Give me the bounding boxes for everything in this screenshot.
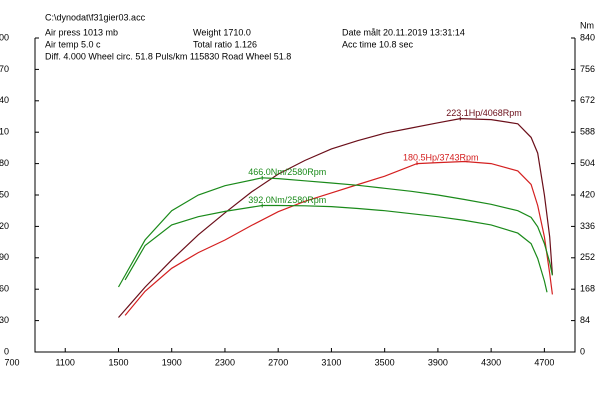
- series-line: [118, 117, 553, 318]
- y2-tick-label: 168: [580, 284, 595, 294]
- series-line: [117, 177, 553, 288]
- y2-tick-label: 588: [580, 127, 595, 137]
- total-ratio: Total ratio 1.126: [193, 39, 257, 49]
- y2-tick-label: 0: [580, 346, 585, 356]
- x-tick-label: 2300: [215, 357, 235, 367]
- x-tick-label: 3100: [321, 357, 341, 367]
- annotation: 466.0Nm/2580Rpm: [248, 167, 326, 177]
- y2-tick-label: 756: [580, 64, 595, 74]
- x-tick-label: 4300: [481, 357, 501, 367]
- x-tick-label: 1500: [108, 357, 128, 367]
- y-tick-label: 150: [0, 189, 9, 199]
- annotation: 180.5Hp/3743Rpm: [403, 152, 479, 162]
- y-tick-label: 210: [0, 127, 9, 137]
- y2-tick-label: 420: [580, 189, 595, 199]
- diff-info: Diff. 4.000 Wheel circ. 51.8 Puls/km 115…: [45, 51, 291, 61]
- acc-time: Acc time 10.8 sec: [342, 39, 414, 49]
- x-tick-label: 700: [4, 357, 19, 367]
- y2-tick-label: 504: [580, 158, 595, 168]
- y-tick-label: 120: [0, 221, 9, 231]
- x-tick-label: 3900: [428, 357, 448, 367]
- y2-tick-label: 84: [580, 315, 590, 325]
- x-tick-label: 3500: [375, 357, 395, 367]
- y2-tick-label: 672: [580, 95, 595, 105]
- x-tick-label: 4700: [534, 357, 554, 367]
- series-line: [124, 204, 548, 293]
- x-tick-label: 2700: [268, 357, 288, 367]
- date: Date målt 20.11.2019 13:31:14: [342, 27, 465, 37]
- y2-axis-label: Nm: [580, 20, 594, 30]
- air-press: Air press 1013 mb: [45, 27, 118, 37]
- x-tick-label: 1100: [56, 357, 75, 367]
- file-name: C:\dynodat\f31gier03.acc: [45, 12, 146, 22]
- y2-tick-label: 840: [580, 32, 595, 42]
- y-tick-label: 90: [0, 252, 9, 262]
- y-tick-label: 180: [0, 158, 9, 168]
- y-tick-label: 270: [0, 64, 9, 74]
- annotation: 223.1Hp/4068Rpm: [446, 108, 522, 118]
- y-tick-label: 240: [0, 95, 9, 105]
- air-temp: Air temp 5.0 c: [45, 39, 101, 49]
- y-tick-label: 60: [0, 284, 9, 294]
- x-tick-label: 1900: [162, 357, 182, 367]
- series-line: [124, 160, 553, 316]
- y-tick-label: 300: [0, 32, 9, 42]
- y-tick-label: 0: [4, 346, 9, 356]
- weight: Weight 1710.0: [193, 27, 251, 37]
- y-tick-label: 30: [0, 315, 9, 325]
- y2-tick-label: 336: [580, 221, 595, 231]
- y2-tick-label: 252: [580, 252, 595, 262]
- annotation: 392.0Nm/2580Rpm: [248, 195, 326, 205]
